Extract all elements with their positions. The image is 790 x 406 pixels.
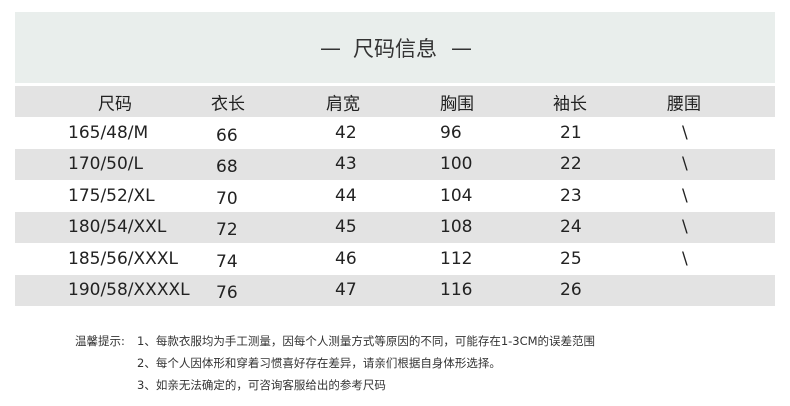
cell-length: 70 xyxy=(216,188,238,209)
cell-sleeve: 21 xyxy=(560,122,582,143)
cell-size: 185/56/XXXL xyxy=(68,248,178,269)
cell-waist: \ xyxy=(682,122,688,143)
header-shoulder: 肩宽 xyxy=(326,94,360,114)
cell-chest: 112 xyxy=(440,248,473,269)
cell-shoulder: 44 xyxy=(335,185,357,206)
notes-label: 温馨提示: xyxy=(75,334,125,348)
cell-length: 66 xyxy=(216,125,238,146)
cell-size: 180/54/XXL xyxy=(68,217,167,237)
cell-chest: 100 xyxy=(440,154,473,174)
cell-waist: \ xyxy=(682,248,688,269)
cell-chest: 96 xyxy=(440,122,462,143)
table-row: 175/52/XL 70 44 104 23 \ xyxy=(15,180,775,211)
cell-waist: \ xyxy=(682,185,688,206)
cell-length: 72 xyxy=(216,220,238,240)
table-row: 190/58/XXXXL 76 47 116 26 xyxy=(15,274,775,306)
cell-size: 165/48/M xyxy=(68,122,149,143)
title-banner: — 尺码信息 — xyxy=(15,12,775,83)
cell-waist: \ xyxy=(682,154,688,174)
cell-size: 170/50/L xyxy=(68,154,144,174)
table-row: 165/48/M 66 42 96 21 \ xyxy=(15,117,775,148)
cell-length: 74 xyxy=(216,251,238,272)
cell-size: 175/52/XL xyxy=(68,185,155,206)
page-title: 尺码信息 xyxy=(353,36,437,61)
cell-shoulder: 43 xyxy=(335,154,357,174)
header-size: 尺码 xyxy=(98,94,132,114)
header-length: 衣长 xyxy=(211,94,245,114)
table-row: 180/54/XXL 72 45 108 24 \ xyxy=(15,211,775,243)
header-sleeve: 袖长 xyxy=(553,94,587,114)
cell-length: 68 xyxy=(216,157,238,177)
cell-waist: \ xyxy=(682,217,688,237)
cell-sleeve: 26 xyxy=(560,280,582,300)
cell-chest: 116 xyxy=(440,280,473,300)
header-chest: 胸围 xyxy=(440,94,474,114)
note-1: 1、每款衣服均为手工测量，因每个人测量方式等原因的不同，可能存在1-3CM的误差… xyxy=(137,334,596,348)
table-header: 尺码 衣长 肩宽 胸围 袖长 腰围 xyxy=(15,86,775,117)
cell-chest: 104 xyxy=(440,185,473,206)
note-2: 2、每个人因体形和穿着习惯喜好存在差异，请亲们根据自身体形选择。 xyxy=(137,356,501,370)
table-row: 185/56/XXXL 74 46 112 25 \ xyxy=(15,243,775,274)
title-dash-left: — xyxy=(320,35,341,60)
cell-size: 190/58/XXXXL xyxy=(68,280,190,300)
table-row: 170/50/L 68 43 100 22 \ xyxy=(15,148,775,180)
header-waist: 腰围 xyxy=(667,94,701,114)
note-3: 3、如亲无法确定的，可咨询客服给出的参考尺码 xyxy=(137,378,386,392)
cell-shoulder: 45 xyxy=(335,217,357,237)
cell-chest: 108 xyxy=(440,217,473,237)
cell-sleeve: 24 xyxy=(560,217,582,237)
cell-length: 76 xyxy=(216,283,238,303)
cell-shoulder: 42 xyxy=(335,122,357,143)
cell-sleeve: 25 xyxy=(560,248,582,269)
cell-shoulder: 46 xyxy=(335,248,357,269)
cell-shoulder: 47 xyxy=(335,280,357,300)
cell-sleeve: 23 xyxy=(560,185,582,206)
cell-sleeve: 22 xyxy=(560,154,582,174)
title-dash-right: — xyxy=(451,35,472,60)
